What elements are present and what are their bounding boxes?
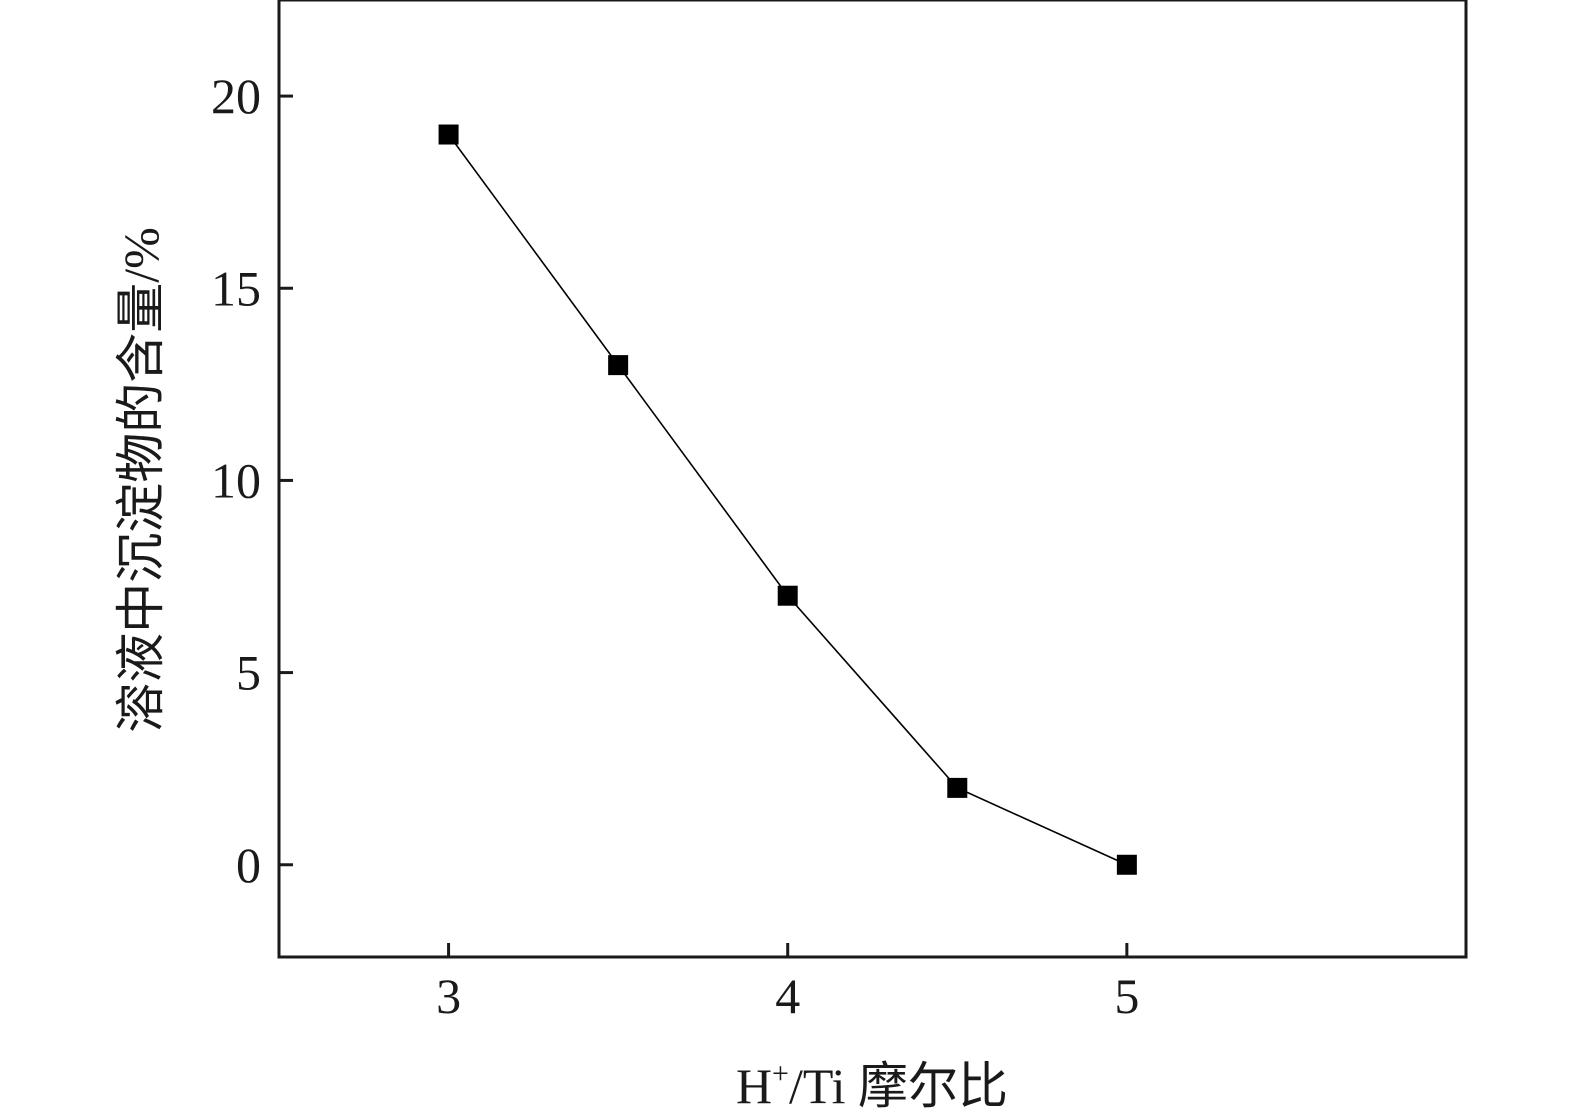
- y-tick-label: 15: [211, 260, 261, 316]
- series-layer: [438, 124, 1137, 875]
- plot-frame: [277, 0, 1468, 959]
- data-point: [1116, 854, 1137, 875]
- x-axis-title-rest: /Ti 摩尔比: [789, 1058, 1008, 1114]
- data-point: [777, 585, 798, 606]
- y-tick-label: 0: [236, 837, 261, 893]
- y-axis-title: 溶液中沉淀物的含量/%: [113, 227, 169, 733]
- data-point: [947, 777, 968, 798]
- x-axis-title-base: H: [736, 1058, 772, 1114]
- x-tick-label: 3: [436, 968, 461, 1024]
- x-axis-ticks: 3 4 5: [436, 943, 1139, 1024]
- series-line: [447, 134, 1128, 866]
- data-point: [608, 355, 629, 376]
- data-point: [438, 124, 459, 145]
- y-axis-ticks: 0 5 10 15 20: [211, 68, 293, 893]
- x-axis-title-superscript: +: [772, 1057, 789, 1090]
- y-tick-label: 20: [211, 68, 261, 124]
- x-tick-label: 5: [1114, 968, 1139, 1024]
- x-axis-title: H+/Ti 摩尔比: [736, 1057, 1008, 1114]
- y-tick-label: 10: [211, 452, 261, 508]
- x-tick-label: 4: [775, 968, 800, 1024]
- y-tick-label: 5: [236, 645, 261, 701]
